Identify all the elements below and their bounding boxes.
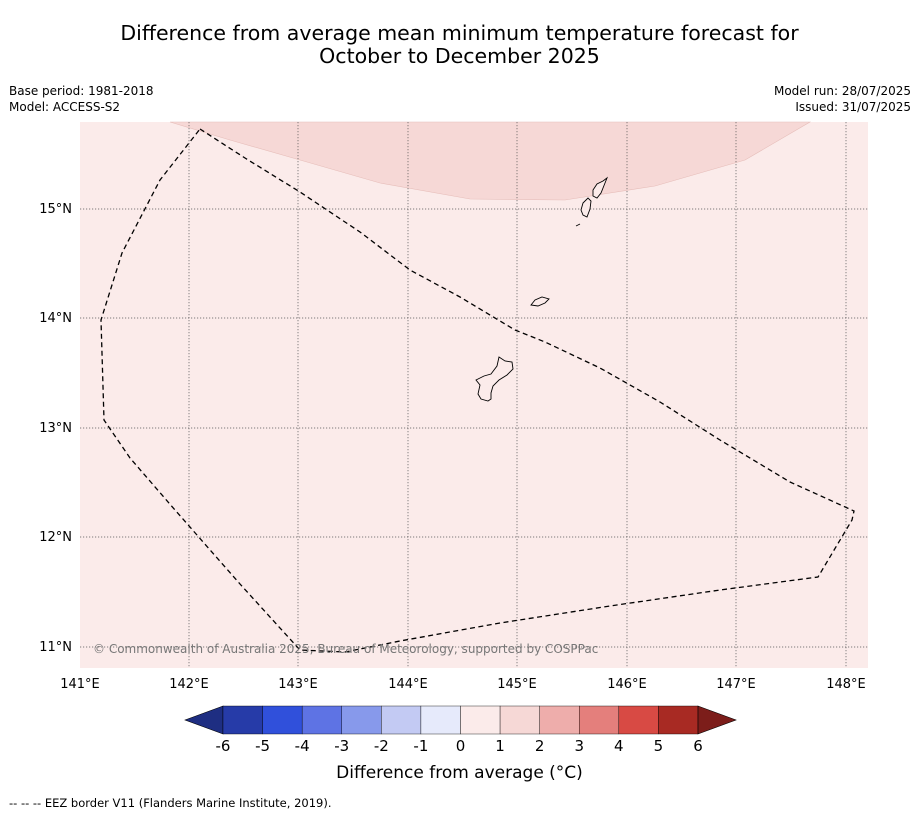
lat-label: 12°N (39, 530, 72, 545)
tinian-island (580, 197, 592, 218)
eez-border (100, 128, 855, 653)
colorbar-swatch (262, 705, 303, 735)
copyright-text: © Commonwealth of Australia 2025, Bureau… (93, 642, 598, 656)
colorbar-tick-label: 4 (614, 737, 624, 755)
colorbar-swatch (539, 705, 580, 735)
colorbar-tick-label: -2 (374, 737, 389, 755)
model-run: Model run: 28/07/2025 (773, 84, 911, 98)
colorbar-tick-label: 2 (535, 737, 545, 755)
lat-label: 14°N (39, 311, 72, 326)
colorbar-extend-low (184, 705, 224, 735)
map-background (80, 122, 868, 668)
lat-label: 11°N (39, 640, 72, 655)
colorbar-tick-label: 3 (574, 737, 584, 755)
chart-title: Difference from average mean minimum tem… (0, 22, 919, 68)
colorbar-tick-label: 5 (654, 737, 664, 755)
colorbar-swatch (301, 705, 342, 735)
lon-label: 142°E (169, 677, 209, 692)
latitude-labels: 15°N 14°N 13°N 12°N 11°N (39, 202, 72, 655)
gridlines (80, 122, 868, 668)
base-period: Base period: 1981-2018 (9, 84, 154, 98)
longitude-labels: 141°E 142°E 143°E 144°E 145°E 146°E 147°… (60, 677, 866, 692)
colorbar-tick-label: 1 (495, 737, 505, 755)
issued-date: Issued: 31/07/2025 (795, 100, 911, 114)
title-line-2: October to December 2025 (319, 44, 600, 68)
rota-island (530, 296, 550, 307)
colorbar-swatch (658, 705, 699, 735)
colorbar-tick-label: 0 (456, 737, 466, 755)
colorbar-tick-label: -6 (216, 737, 231, 755)
lon-label: 147°E (716, 677, 756, 692)
colorbar-tick-label: 6 (693, 737, 703, 755)
colorbar-tick-label: -5 (255, 737, 270, 755)
colorbar: -6 -5 -4 -3 -2 -1 0 1 2 3 4 5 6 (184, 705, 737, 755)
aguijan-island (575, 223, 581, 227)
lat-label: 13°N (39, 421, 72, 436)
lon-label: 144°E (388, 677, 428, 692)
colorbar-swatch (381, 705, 422, 735)
eez-legend-note: -- -- -- EEZ border V11 (Flanders Marine… (9, 796, 332, 810)
anomaly-zone-upper (169, 121, 812, 201)
guam-island (475, 356, 514, 402)
model-name: Model: ACCESS-S2 (9, 100, 121, 114)
lon-label: 148°E (826, 677, 866, 692)
lon-label: 141°E (60, 677, 100, 692)
lon-label: 145°E (497, 677, 537, 692)
lat-label: 15°N (39, 202, 72, 217)
colorbar-swatch (618, 705, 659, 735)
colorbar-tick-label: -4 (295, 737, 310, 755)
colorbar-label: Difference from average (°C) (336, 763, 583, 783)
colorbar-extend-high (697, 705, 737, 735)
colorbar-swatch (341, 705, 382, 735)
colorbar-swatch (420, 705, 461, 735)
islands (475, 176, 609, 402)
colorbar-swatch (222, 705, 263, 735)
saipan-island (592, 176, 609, 199)
lon-label: 146°E (607, 677, 647, 692)
lon-label: 143°E (278, 677, 318, 692)
colorbar-swatch (579, 705, 620, 735)
title-line-1: Difference from average mean minimum tem… (120, 21, 799, 45)
metadata-left: Base period: 1981-2018 Model: ACCESS-S2 (9, 83, 154, 115)
colorbar-swatch (460, 705, 501, 735)
colorbar-swatch (499, 705, 540, 735)
metadata-right: Model run: 28/07/2025 Issued: 31/07/2025 (774, 83, 911, 115)
colorbar-tick-label: -3 (334, 737, 349, 755)
colorbar-tick-label: -1 (413, 737, 428, 755)
